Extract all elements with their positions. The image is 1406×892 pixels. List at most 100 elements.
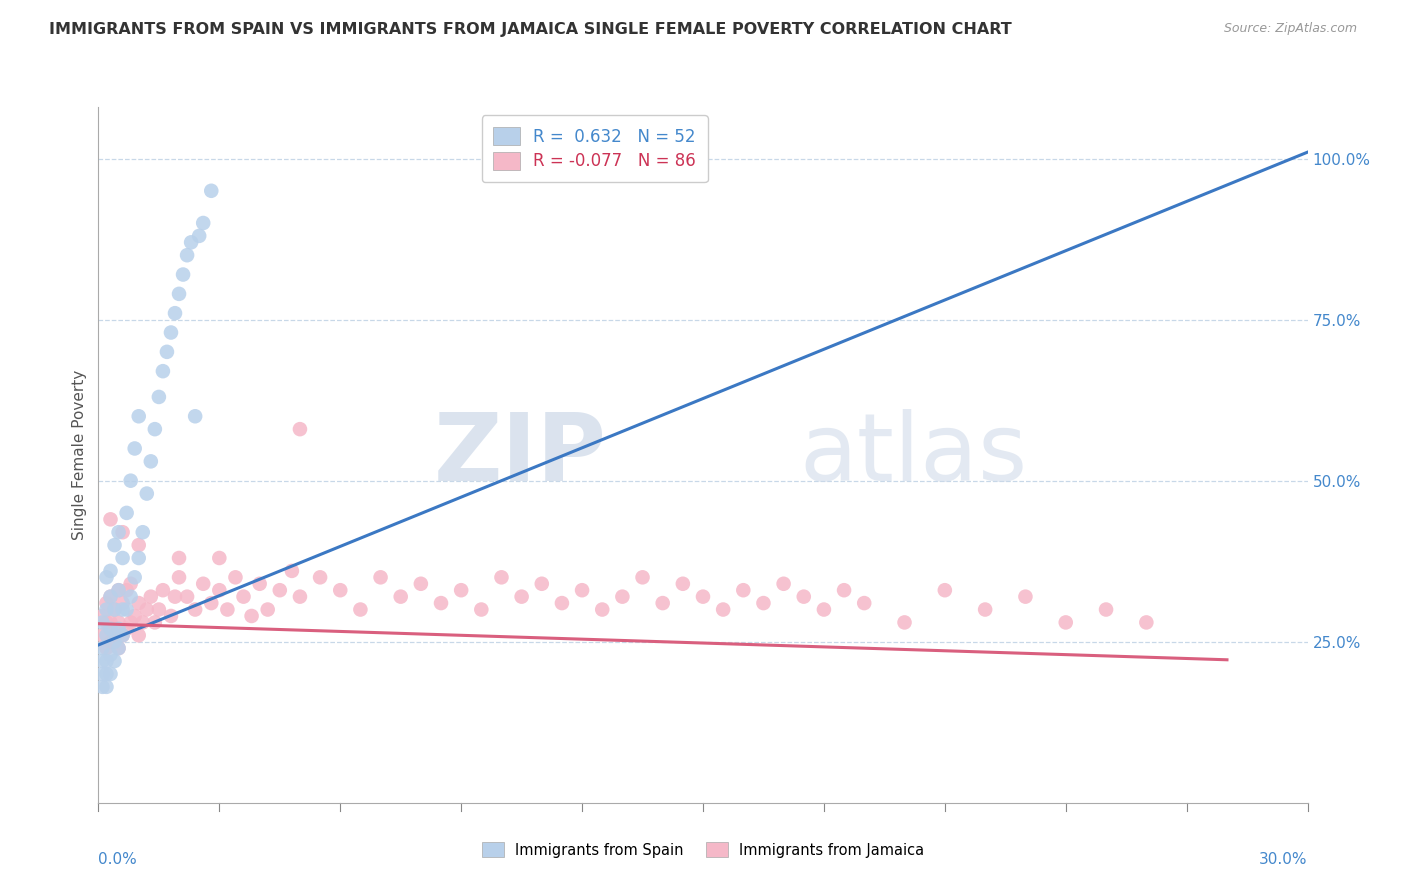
Point bbox=[288, 590, 311, 604]
Point bbox=[184, 409, 207, 424]
Point bbox=[100, 634, 122, 648]
Point bbox=[176, 248, 198, 262]
Point bbox=[91, 641, 114, 656]
Point bbox=[103, 602, 125, 616]
Point bbox=[128, 551, 150, 566]
Point bbox=[184, 602, 207, 616]
Point bbox=[132, 615, 155, 630]
Point bbox=[107, 641, 129, 656]
Point bbox=[128, 538, 150, 552]
Point bbox=[733, 583, 755, 598]
Point bbox=[612, 590, 634, 604]
Point bbox=[224, 570, 246, 584]
Point bbox=[111, 525, 134, 540]
Point bbox=[167, 551, 190, 566]
Point bbox=[100, 564, 122, 578]
Point bbox=[430, 596, 453, 610]
Point bbox=[176, 590, 198, 604]
Point bbox=[1095, 602, 1118, 616]
Point bbox=[107, 641, 129, 656]
Point bbox=[103, 602, 125, 616]
Point bbox=[100, 590, 122, 604]
Point bbox=[152, 583, 174, 598]
Point bbox=[111, 628, 134, 642]
Point bbox=[128, 409, 150, 424]
Point bbox=[1014, 590, 1036, 604]
Point bbox=[370, 570, 392, 584]
Point bbox=[100, 590, 122, 604]
Point bbox=[631, 570, 654, 584]
Point bbox=[193, 216, 215, 230]
Point bbox=[120, 576, 142, 591]
Point bbox=[772, 576, 794, 591]
Point bbox=[672, 576, 695, 591]
Point bbox=[124, 442, 146, 456]
Text: 0.0%: 0.0% bbox=[98, 852, 138, 866]
Point bbox=[107, 622, 129, 636]
Point bbox=[893, 615, 915, 630]
Point bbox=[163, 306, 186, 320]
Point bbox=[208, 583, 231, 598]
Point bbox=[551, 596, 574, 610]
Point bbox=[256, 602, 278, 616]
Point bbox=[249, 576, 271, 591]
Point bbox=[111, 628, 134, 642]
Point bbox=[813, 602, 835, 616]
Point bbox=[120, 615, 142, 630]
Point bbox=[208, 551, 231, 566]
Point bbox=[470, 602, 492, 616]
Point bbox=[91, 628, 114, 642]
Point bbox=[96, 654, 118, 668]
Point bbox=[217, 602, 239, 616]
Point bbox=[100, 615, 122, 630]
Point bbox=[853, 596, 876, 610]
Text: IMMIGRANTS FROM SPAIN VS IMMIGRANTS FROM JAMAICA SINGLE FEMALE POVERTY CORRELATI: IMMIGRANTS FROM SPAIN VS IMMIGRANTS FROM… bbox=[49, 22, 1012, 37]
Point bbox=[793, 590, 815, 604]
Point bbox=[100, 512, 122, 526]
Point bbox=[692, 590, 714, 604]
Point bbox=[115, 583, 138, 598]
Point bbox=[103, 628, 125, 642]
Text: atlas: atlas bbox=[800, 409, 1028, 501]
Point bbox=[349, 602, 371, 616]
Point bbox=[752, 596, 775, 610]
Point bbox=[329, 583, 352, 598]
Point bbox=[711, 602, 734, 616]
Point bbox=[156, 344, 179, 359]
Point bbox=[309, 570, 332, 584]
Point bbox=[111, 596, 134, 610]
Point bbox=[100, 667, 122, 681]
Point bbox=[232, 590, 254, 604]
Point bbox=[107, 583, 129, 598]
Point bbox=[1054, 615, 1077, 630]
Point bbox=[389, 590, 412, 604]
Point bbox=[167, 570, 190, 584]
Point bbox=[160, 326, 183, 340]
Text: 30.0%: 30.0% bbox=[1260, 852, 1308, 866]
Point bbox=[180, 235, 202, 250]
Point bbox=[128, 628, 150, 642]
Point bbox=[139, 590, 162, 604]
Point bbox=[103, 634, 125, 648]
Point bbox=[132, 525, 155, 540]
Point bbox=[591, 602, 613, 616]
Point bbox=[91, 609, 114, 624]
Point bbox=[571, 583, 593, 598]
Point bbox=[143, 615, 166, 630]
Point bbox=[1135, 615, 1157, 630]
Point bbox=[115, 602, 138, 616]
Point bbox=[100, 622, 122, 636]
Point bbox=[96, 680, 118, 694]
Text: ZIP: ZIP bbox=[433, 409, 606, 501]
Point bbox=[120, 590, 142, 604]
Y-axis label: Single Female Poverty: Single Female Poverty bbox=[72, 370, 87, 540]
Point bbox=[510, 590, 533, 604]
Point bbox=[96, 667, 118, 681]
Point bbox=[128, 596, 150, 610]
Point bbox=[139, 454, 162, 468]
Point bbox=[124, 570, 146, 584]
Point bbox=[143, 422, 166, 436]
Point bbox=[167, 286, 190, 301]
Point bbox=[193, 576, 215, 591]
Point bbox=[96, 596, 118, 610]
